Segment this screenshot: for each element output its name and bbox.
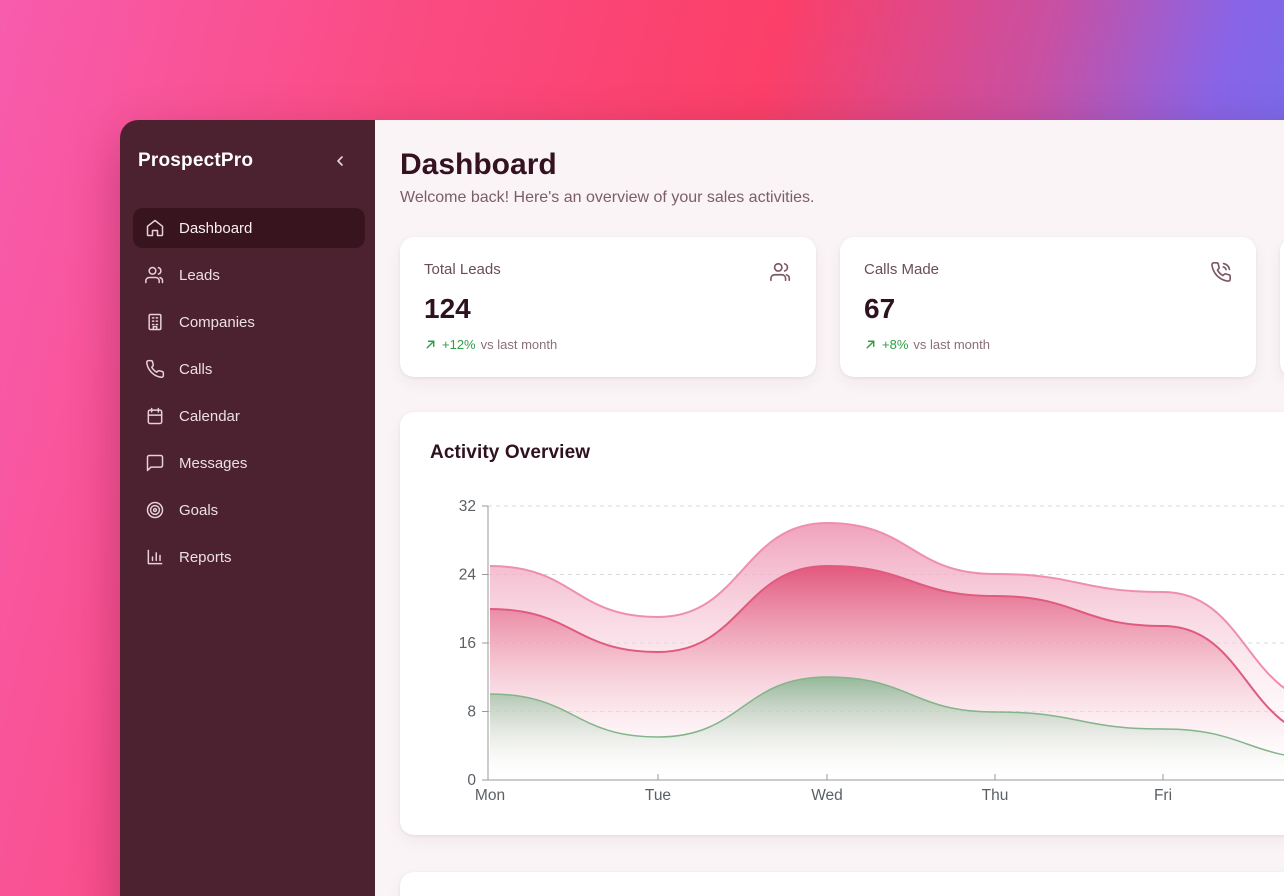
line-dark-pink bbox=[489, 564, 1284, 723]
y-tick-label: 24 bbox=[459, 567, 477, 584]
trend-up-icon bbox=[864, 338, 877, 351]
activity-area-chart: 32 24 16 8 0 Mon Tue Wed Thu Fri bbox=[430, 482, 1284, 822]
phone-icon bbox=[145, 359, 165, 379]
y-tick-label: 16 bbox=[459, 635, 476, 652]
building-icon bbox=[145, 312, 165, 332]
stat-trend: +8% vs last month bbox=[864, 337, 1232, 352]
sidebar-item-leads[interactable]: Leads bbox=[133, 255, 365, 295]
sidebar: ProspectPro Dashboard Leads bbox=[120, 120, 375, 896]
sidebar-item-label: Companies bbox=[179, 313, 255, 331]
stats-grid: Total Leads 124 +12% vs last month bbox=[400, 237, 1284, 377]
y-axis-labels: 32 24 16 8 0 bbox=[459, 498, 477, 789]
y-tick-label: 8 bbox=[467, 704, 476, 721]
partial-bottom-card bbox=[400, 872, 1284, 896]
sidebar-nav: Dashboard Leads Companies Calls bbox=[120, 208, 375, 577]
calendar-icon bbox=[145, 406, 165, 426]
users-icon bbox=[770, 261, 792, 283]
chart-title: Activity Overview bbox=[430, 442, 591, 463]
message-square-icon bbox=[145, 453, 165, 473]
sidebar-item-calls[interactable]: Calls bbox=[133, 349, 365, 389]
chart-svg: 32 24 16 8 0 Mon Tue Wed Thu Fri bbox=[459, 498, 1284, 804]
page-subtitle: Welcome back! Here's an overview of your… bbox=[400, 189, 815, 206]
phone-call-icon bbox=[1210, 261, 1232, 283]
chart-axes bbox=[482, 505, 1284, 781]
sidebar-collapse-button[interactable] bbox=[329, 150, 351, 172]
sidebar-item-label: Calendar bbox=[179, 407, 240, 425]
stat-card-header: Total Leads bbox=[424, 261, 792, 283]
sidebar-item-label: Reports bbox=[179, 548, 232, 566]
sidebar-item-reports[interactable]: Reports bbox=[133, 537, 365, 577]
stat-card-partial bbox=[1280, 237, 1284, 377]
sidebar-item-label: Calls bbox=[179, 360, 213, 378]
bar-chart-icon bbox=[145, 547, 165, 567]
brand-title: ProspectPro bbox=[138, 150, 254, 171]
sidebar-item-label: Leads bbox=[179, 266, 220, 284]
users-icon bbox=[145, 265, 165, 285]
trend-up-icon bbox=[424, 338, 437, 351]
stat-value: 124 bbox=[424, 293, 471, 324]
main-content: Dashboard Welcome back! Here's an overvi… bbox=[375, 120, 1284, 896]
sidebar-item-goals[interactable]: Goals bbox=[133, 490, 365, 530]
sidebar-item-calendar[interactable]: Calendar bbox=[133, 396, 365, 436]
x-tick-label: Tue bbox=[645, 787, 671, 804]
area-green bbox=[490, 677, 1284, 780]
line-green bbox=[489, 676, 1284, 756]
stat-trend: +12% vs last month bbox=[424, 337, 792, 352]
app-window: ProspectPro Dashboard Leads bbox=[120, 120, 1284, 896]
sidebar-item-label: Dashboard bbox=[179, 219, 253, 237]
y-tick-label: 32 bbox=[459, 498, 476, 515]
trend-suffix: vs last month bbox=[480, 337, 558, 352]
trend-percent: +12% bbox=[442, 337, 476, 352]
x-tick-label: Mon bbox=[475, 787, 505, 804]
sidebar-item-label: Messages bbox=[179, 454, 248, 472]
sidebar-item-label: Goals bbox=[179, 501, 219, 519]
stat-label: Total Leads bbox=[424, 261, 501, 278]
stat-card-calls-made: Calls Made 67 +8% vs last month bbox=[840, 237, 1256, 377]
sidebar-item-dashboard[interactable]: Dashboard bbox=[133, 208, 365, 248]
activity-overview-card: Activity Overview bbox=[400, 412, 1284, 835]
x-tick-label: Fri bbox=[1154, 787, 1172, 804]
x-tick-label: Thu bbox=[982, 787, 1009, 804]
stat-value: 67 bbox=[864, 293, 896, 324]
chevron-left-icon bbox=[332, 153, 348, 169]
trend-percent: +8% bbox=[882, 337, 909, 352]
x-tick-label: Wed bbox=[811, 787, 843, 804]
brand-row: ProspectPro bbox=[120, 146, 375, 176]
target-icon bbox=[145, 500, 165, 520]
x-axis-labels: Mon Tue Wed Thu Fri bbox=[475, 787, 1172, 804]
line-light-pink bbox=[489, 521, 1284, 689]
sidebar-item-companies[interactable]: Companies bbox=[133, 302, 365, 342]
stat-card-header: Calls Made bbox=[864, 261, 1232, 283]
trend-suffix: vs last month bbox=[913, 337, 990, 352]
y-tick-label: 0 bbox=[467, 772, 476, 789]
home-icon bbox=[145, 218, 165, 238]
stat-card-total-leads: Total Leads 124 +12% vs last month bbox=[400, 237, 816, 377]
sidebar-item-messages[interactable]: Messages bbox=[133, 443, 365, 483]
chart-series-areas bbox=[489, 521, 1284, 780]
page-title: Dashboard bbox=[400, 148, 557, 181]
stat-label: Calls Made bbox=[864, 261, 940, 278]
